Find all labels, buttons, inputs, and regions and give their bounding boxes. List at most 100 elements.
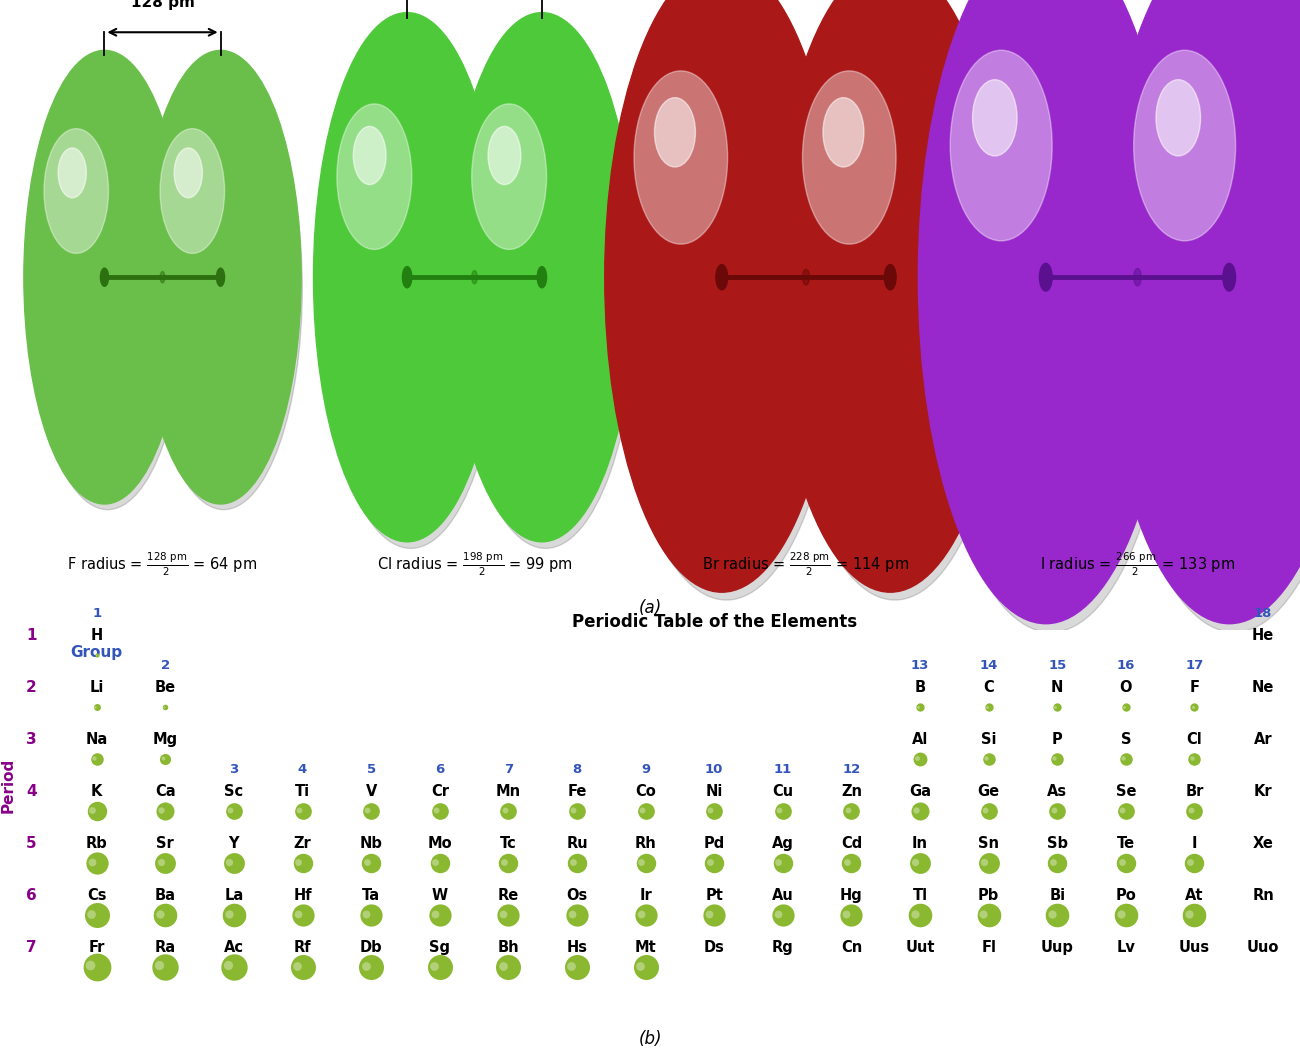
Ellipse shape xyxy=(488,126,521,185)
Text: 3: 3 xyxy=(229,763,239,776)
Text: 4: 4 xyxy=(298,763,307,776)
Text: 16: 16 xyxy=(1117,659,1135,672)
Text: As: As xyxy=(1048,784,1067,799)
Text: 2: 2 xyxy=(161,659,170,672)
Text: 6: 6 xyxy=(436,763,445,776)
Text: Sn: Sn xyxy=(978,836,1000,852)
Ellipse shape xyxy=(313,13,500,542)
Text: F radius = $\mathregular{\frac{128\ pm}{2}}$ = 64 pm: F radius = $\mathregular{\frac{128\ pm}{… xyxy=(68,550,257,578)
Text: Cu: Cu xyxy=(772,784,793,799)
Text: Sr: Sr xyxy=(156,836,174,852)
Text: Ti: Ti xyxy=(295,784,311,799)
Text: Zr: Zr xyxy=(294,836,312,852)
Text: Sb: Sb xyxy=(1046,836,1067,852)
Text: Pt: Pt xyxy=(706,888,723,903)
Text: Te: Te xyxy=(1117,836,1135,852)
Ellipse shape xyxy=(1134,269,1141,286)
Ellipse shape xyxy=(1040,264,1052,291)
Ellipse shape xyxy=(337,104,412,250)
Text: (b): (b) xyxy=(638,1030,662,1048)
Text: Li: Li xyxy=(90,680,104,695)
Text: Uuo: Uuo xyxy=(1247,940,1279,956)
Ellipse shape xyxy=(146,67,303,509)
Text: Zn: Zn xyxy=(841,784,862,799)
Text: Ac: Ac xyxy=(224,940,244,956)
Ellipse shape xyxy=(44,129,108,253)
Text: Uus: Uus xyxy=(1179,940,1210,956)
Text: Se: Se xyxy=(1115,784,1136,799)
Text: Rg: Rg xyxy=(772,940,794,956)
Text: Rn: Rn xyxy=(1252,888,1274,903)
Ellipse shape xyxy=(950,50,1052,240)
Text: Po: Po xyxy=(1115,888,1136,903)
Text: Ag: Ag xyxy=(772,836,794,852)
Text: 8: 8 xyxy=(572,763,581,776)
Text: 1: 1 xyxy=(26,628,36,643)
Ellipse shape xyxy=(634,71,728,245)
Text: Sc: Sc xyxy=(225,784,243,799)
Text: Group: Group xyxy=(70,645,122,659)
Text: N: N xyxy=(1052,680,1063,695)
Ellipse shape xyxy=(174,148,203,197)
Text: K: K xyxy=(91,784,103,799)
Text: Br radius = $\mathregular{\frac{228\ pm}{2}}$ = 114 pm: Br radius = $\mathregular{\frac{228\ pm}… xyxy=(702,550,910,578)
Text: 11: 11 xyxy=(774,763,792,776)
Text: Hf: Hf xyxy=(294,888,312,903)
Text: 7: 7 xyxy=(26,940,36,956)
Text: 5: 5 xyxy=(26,836,36,852)
Ellipse shape xyxy=(1156,80,1201,155)
Text: P: P xyxy=(1052,732,1062,747)
Text: 15: 15 xyxy=(1048,659,1066,672)
Text: Ba: Ba xyxy=(155,888,176,903)
Ellipse shape xyxy=(354,126,386,185)
Ellipse shape xyxy=(472,271,477,284)
Text: Uup: Uup xyxy=(1041,940,1074,956)
Text: Ra: Ra xyxy=(155,940,176,956)
Text: Bi: Bi xyxy=(1049,888,1065,903)
Ellipse shape xyxy=(716,265,728,290)
Text: Tl: Tl xyxy=(913,888,928,903)
Ellipse shape xyxy=(654,98,696,167)
Text: Rb: Rb xyxy=(86,836,108,852)
Text: V: V xyxy=(365,784,377,799)
Text: Fe: Fe xyxy=(567,784,586,799)
Text: 12: 12 xyxy=(842,763,861,776)
Text: Rf: Rf xyxy=(294,940,312,956)
Ellipse shape xyxy=(1134,50,1235,240)
Text: Period: Period xyxy=(0,758,16,813)
Text: 6: 6 xyxy=(26,888,36,903)
Ellipse shape xyxy=(23,50,185,504)
Ellipse shape xyxy=(320,33,502,548)
Text: Re: Re xyxy=(498,888,519,903)
Text: Cs: Cs xyxy=(87,888,107,903)
Text: 7: 7 xyxy=(504,763,514,776)
Text: 128 pm: 128 pm xyxy=(130,0,195,10)
Text: F: F xyxy=(1190,680,1200,695)
Ellipse shape xyxy=(802,269,810,286)
Text: Mn: Mn xyxy=(495,784,521,799)
Text: Ir: Ir xyxy=(640,888,653,903)
Text: He: He xyxy=(1252,628,1274,643)
Text: Fl: Fl xyxy=(982,940,996,956)
Text: Ga: Ga xyxy=(909,784,931,799)
Text: Lv: Lv xyxy=(1117,940,1135,956)
Text: Tc: Tc xyxy=(500,836,516,852)
Text: Hs: Hs xyxy=(567,940,588,956)
Text: C: C xyxy=(983,680,994,695)
Ellipse shape xyxy=(160,129,225,253)
Text: Os: Os xyxy=(567,888,588,903)
Text: Mg: Mg xyxy=(153,732,178,747)
Text: 4: 4 xyxy=(26,784,36,799)
Text: Cn: Cn xyxy=(841,940,862,956)
Ellipse shape xyxy=(537,267,546,288)
Ellipse shape xyxy=(1110,0,1300,632)
Text: Nb: Nb xyxy=(360,836,382,852)
Text: Ar: Ar xyxy=(1253,732,1273,747)
Text: Ds: Ds xyxy=(703,940,724,956)
Text: Ca: Ca xyxy=(155,784,176,799)
Text: 3: 3 xyxy=(26,732,36,747)
Text: 13: 13 xyxy=(911,659,930,672)
Text: Fr: Fr xyxy=(88,940,105,956)
Text: Cd: Cd xyxy=(841,836,862,852)
Text: Be: Be xyxy=(155,680,176,695)
